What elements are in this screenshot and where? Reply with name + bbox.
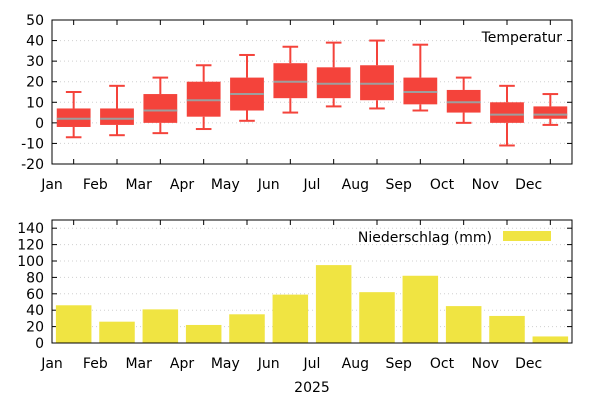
bar [142, 309, 179, 343]
x-tick-label: Nov [472, 177, 499, 193]
legend-swatch [503, 231, 551, 241]
y-tick-label: 60 [26, 287, 44, 303]
y-tick-label: -10 [21, 136, 44, 152]
legend-label: Niederschlag (mm) [358, 230, 492, 246]
y-tick-label: 100 [17, 254, 44, 270]
y-tick-label: 30 [26, 54, 44, 70]
y-tick-label: 40 [26, 303, 44, 319]
plot-border [51, 19, 573, 165]
x-axis-label: 2025 [294, 380, 330, 396]
x-tick-label: Jun [257, 356, 280, 372]
x-tick-label: Oct [430, 177, 455, 193]
x-tick-label: Feb [83, 177, 108, 193]
y-tick-label: 0 [35, 116, 44, 132]
bar [55, 305, 92, 343]
x-tick-label: Dec [515, 356, 542, 372]
x-tick-label: Nov [472, 356, 499, 372]
box [446, 89, 481, 113]
x-tick-label: Dec [515, 177, 542, 193]
bar [272, 294, 309, 343]
bar [445, 306, 482, 343]
x-tick-label: Aug [342, 356, 369, 372]
x-tick-label: Apr [170, 177, 194, 193]
x-tick-label: Jan [40, 356, 63, 372]
x-tick-label: Feb [83, 356, 108, 372]
box [316, 67, 351, 99]
y-tick-label: 80 [26, 270, 44, 286]
x-tick-label: Sep [385, 177, 412, 193]
x-tick-label: Sep [385, 356, 412, 372]
box [490, 102, 524, 123]
box [273, 63, 308, 99]
bar [99, 321, 135, 343]
x-tick-label: Oct [430, 356, 455, 372]
y-tick-label: 0 [35, 336, 44, 352]
plot-border [51, 219, 573, 344]
bar [489, 315, 525, 343]
x-tick-label: Jan [40, 177, 63, 193]
box [100, 108, 134, 125]
box [403, 77, 438, 105]
y-tick-label: 20 [26, 75, 44, 91]
y-tick-label: 40 [26, 34, 44, 50]
bar [315, 265, 352, 343]
y-tick-label: -20 [21, 157, 44, 173]
y-tick-label: 120 [17, 238, 44, 254]
box [533, 106, 568, 119]
y-tick-label: 10 [26, 95, 44, 111]
y-tick-label: 140 [17, 221, 44, 237]
y-tick-label: 50 [26, 13, 44, 29]
box [143, 94, 178, 123]
bar [532, 336, 569, 343]
box [360, 65, 394, 101]
legend-label: Temperatur [481, 30, 563, 46]
x-tick-label: Mar [125, 177, 152, 193]
x-tick-label: Mar [125, 356, 152, 372]
y-tick-label: 20 [26, 320, 44, 336]
x-tick-label: May [211, 356, 240, 372]
x-tick-label: Apr [170, 356, 194, 372]
bar [229, 314, 265, 343]
x-tick-label: Jun [257, 177, 280, 193]
bar [359, 292, 395, 343]
box [56, 108, 91, 127]
temperature-chart: -20 -10 0 10 20 30 40 50 Jan Feb Mar Apr May Jun Jul Au… [21, 13, 573, 193]
bar [402, 275, 439, 343]
box [186, 81, 221, 117]
bar [185, 324, 222, 343]
x-tick-label: Jul [303, 356, 321, 372]
x-tick-label: May [211, 177, 240, 193]
x-tick-label: Aug [342, 177, 369, 193]
x-tick-label: Jul [303, 177, 321, 193]
